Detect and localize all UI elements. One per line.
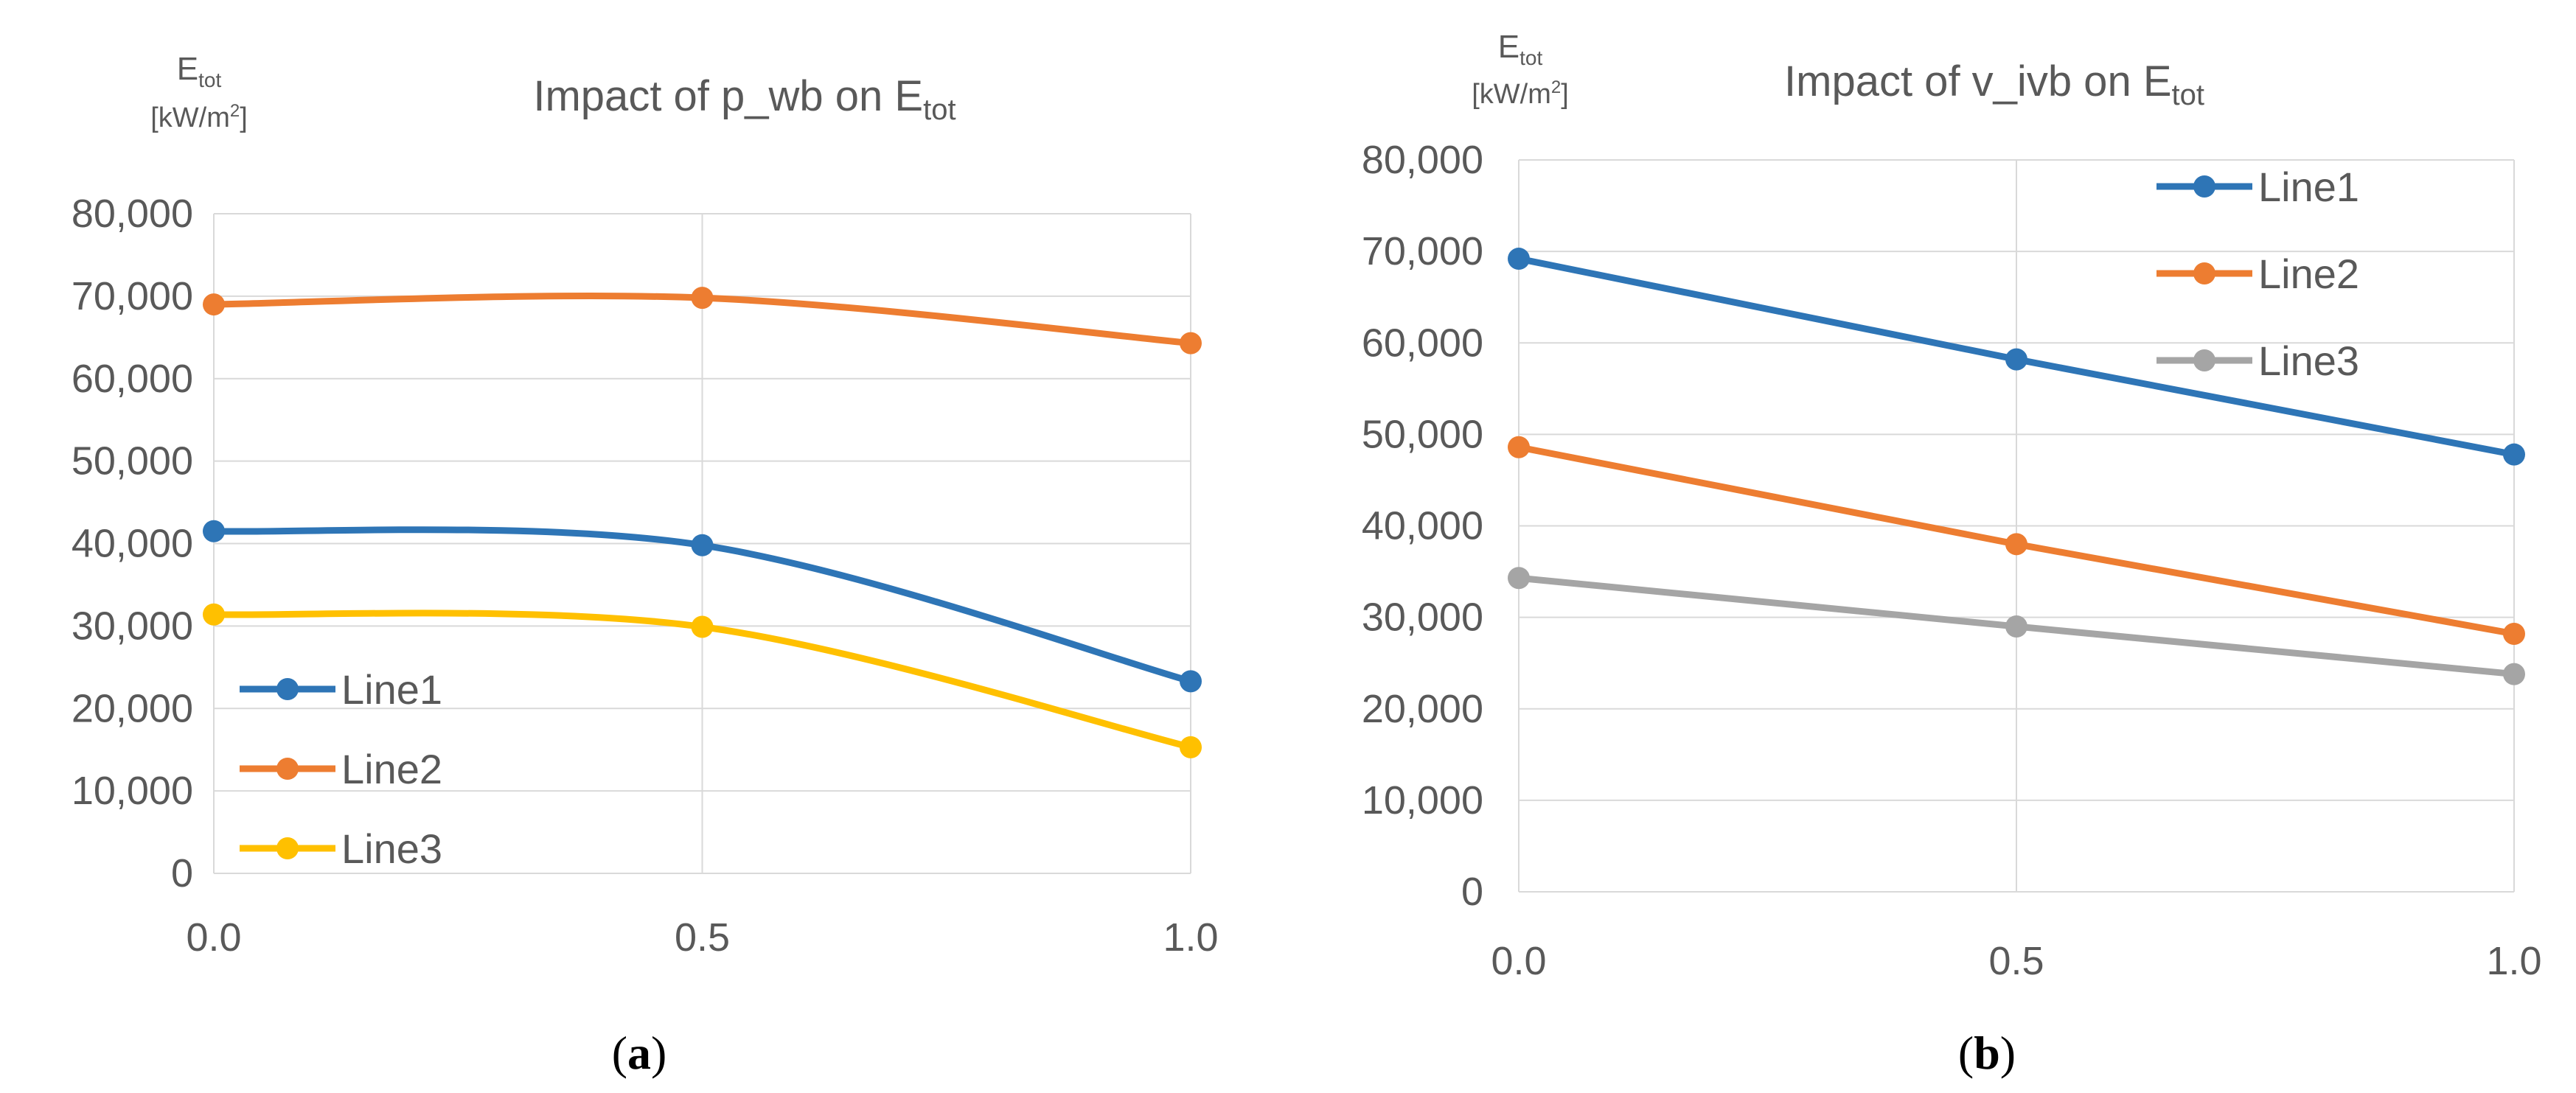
y-axis-label-main: E (1498, 29, 1520, 65)
legend-label-line3: Line3 (2258, 338, 2359, 384)
y-tick-label: 70,000 (1362, 229, 1483, 273)
y-axis-unit-superscript: 2 (1551, 77, 1561, 97)
y-axis-unit: [kW/m2] (1472, 77, 1569, 110)
data-point-line3-1 (691, 615, 714, 638)
y-tick-label: 50,000 (72, 439, 193, 483)
legend-marker-line3 (276, 837, 299, 859)
legend-label-line2: Line2 (2258, 251, 2359, 297)
x-tick-label: 0.5 (675, 915, 730, 960)
y-tick-label: 80,000 (1362, 138, 1483, 182)
legend-label-line1: Line1 (341, 666, 442, 713)
legend-marker-line2 (276, 758, 299, 780)
y-axis-label-subscript: tot (1520, 46, 1542, 69)
chart-title-main: Impact of p_wb on E (533, 72, 923, 120)
y-tick-label: 30,000 (72, 604, 193, 648)
data-point-line2-0 (203, 293, 225, 316)
y-axis-label: Etot (1498, 29, 1543, 69)
y-axis-unit-main: [kW/m (150, 102, 230, 133)
caption-close-paren: ) (651, 1027, 666, 1079)
chart-title-subscript: tot (923, 94, 955, 126)
y-axis-unit-bracket: ] (1561, 79, 1569, 110)
y-axis-unit-superscript: 2 (230, 101, 240, 121)
data-point-line1-1 (2005, 348, 2027, 371)
y-tick-label: 20,000 (72, 686, 193, 730)
caption-letter: b (1974, 1027, 2000, 1079)
y-axis-label-subscript: tot (198, 69, 221, 91)
legend-label-line1: Line1 (2258, 164, 2359, 210)
y-tick-label: 20,000 (1362, 687, 1483, 731)
chart-title: Impact of p_wb on Etot (533, 72, 955, 126)
x-tick-label: 0.5 (1988, 939, 2044, 983)
y-tick-label: 60,000 (72, 357, 193, 401)
data-point-line1-0 (1508, 248, 1530, 270)
legend-label-line3: Line3 (341, 825, 442, 872)
legend-label-line2: Line2 (341, 746, 442, 792)
data-point-line3-2 (2503, 663, 2525, 685)
y-axis-unit-main: [kW/m (1472, 79, 1551, 110)
caption-open-paren: ( (1958, 1027, 1974, 1079)
y-axis-unit: [kW/m2] (150, 101, 248, 133)
legend-marker-line1 (276, 678, 299, 700)
data-point-line1-0 (203, 520, 225, 542)
y-axis-label: Etot (177, 51, 222, 91)
chart-title-main: Impact of v_ivb on E (1784, 57, 2171, 105)
data-point-line3-2 (1180, 736, 1202, 758)
y-tick-label: 40,000 (1362, 504, 1483, 548)
caption-letter: a (627, 1027, 651, 1079)
x-tick-label: 1.0 (1163, 915, 1218, 960)
legend: Line1 Line2 Line3 (2156, 164, 2359, 384)
data-point-line1-2 (1180, 670, 1202, 693)
legend-marker-line2 (2193, 262, 2215, 284)
caption-close-paren: ) (2000, 1027, 2016, 1079)
chart-title: Impact of v_ivb on Etot (1784, 57, 2204, 111)
data-point-line2-1 (2005, 533, 2027, 556)
legend-marker-line3 (2193, 349, 2215, 371)
panel-caption-a: (a) (612, 1027, 667, 1079)
y-tick-label: 0 (1461, 870, 1483, 914)
data-point-line3-1 (2005, 615, 2027, 638)
legend-marker-line1 (2193, 175, 2215, 198)
y-tick-label: 30,000 (1362, 596, 1483, 640)
y-tick-label: 10,000 (1362, 778, 1483, 823)
y-tick-label: 50,000 (1362, 412, 1483, 456)
y-tick-label: 40,000 (72, 522, 193, 566)
data-point-line2-1 (691, 287, 714, 310)
y-tick-label: 80,000 (72, 192, 193, 236)
y-axis-unit-bracket: ] (240, 102, 248, 133)
panel-caption-b: (b) (1958, 1027, 2016, 1079)
data-point-line3-0 (203, 603, 225, 626)
chart-panel-a: 0 10,000 20,000 30,000 40,000 50,000 60,000 70,… (72, 51, 1219, 960)
chart-panel-b: 0 10,000 20,000 30,000 40,000 50,000 60,000 70,… (1362, 29, 2542, 983)
data-point-line3-0 (1508, 567, 1530, 590)
y-tick-label: 70,000 (72, 274, 193, 318)
chart-title-subscript: tot (2172, 79, 2204, 111)
legend: Line1 Line2 Line3 (240, 666, 442, 872)
y-tick-label: 0 (171, 851, 193, 895)
y-axis-label-main: E (177, 51, 198, 87)
data-point-line2-0 (1508, 436, 1530, 458)
captions: (a) (b) (612, 1027, 2016, 1079)
x-tick-label: 1.0 (2486, 939, 2541, 983)
x-tick-label: 0.0 (186, 915, 241, 960)
caption-open-paren: ( (612, 1027, 627, 1079)
y-tick-label: 10,000 (72, 769, 193, 813)
x-tick-label: 0.0 (1491, 939, 1546, 983)
data-point-line2-2 (1180, 332, 1202, 355)
y-tick-label: 60,000 (1362, 321, 1483, 365)
data-point-line1-1 (691, 534, 714, 556)
data-point-line2-2 (2503, 622, 2525, 645)
data-point-line1-2 (2503, 443, 2525, 466)
